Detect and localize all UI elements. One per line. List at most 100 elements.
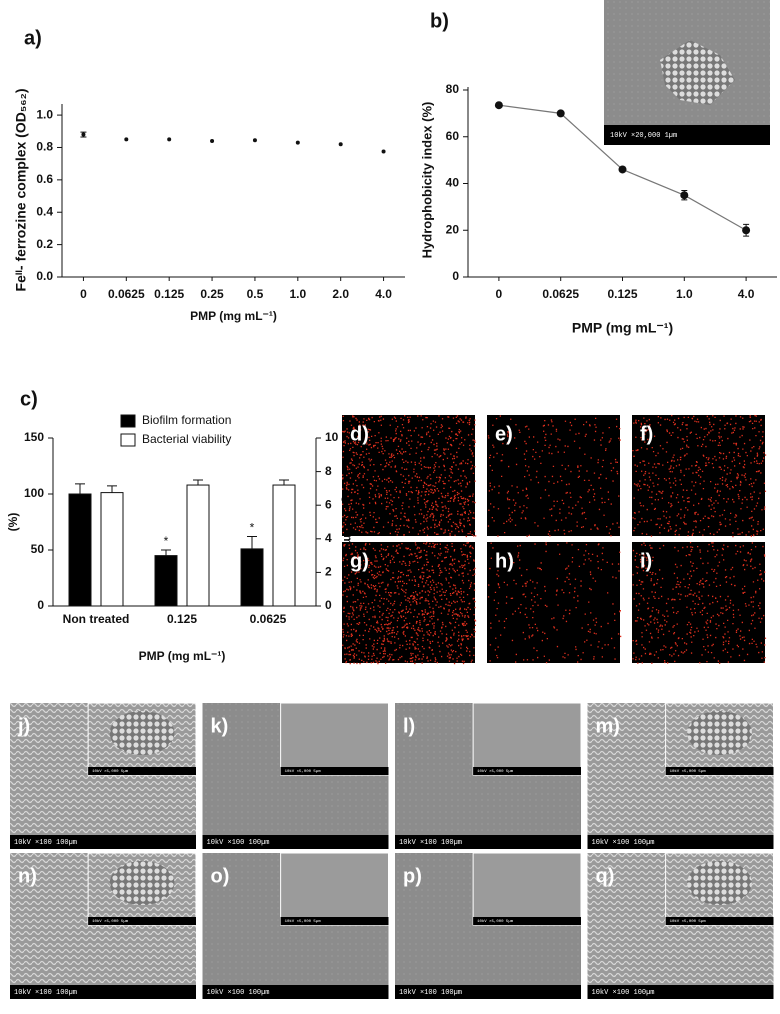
inset-scale-bar xyxy=(280,917,389,925)
scale-bar xyxy=(10,835,196,849)
data-point xyxy=(252,138,257,143)
fluorescence-image xyxy=(487,415,620,536)
panel-label: l) xyxy=(403,715,415,737)
scale-bar xyxy=(604,125,770,145)
panel-label: d) xyxy=(350,423,369,445)
data-point xyxy=(81,132,86,137)
inset-scale-text: 10kV ×5,000 5µm xyxy=(285,919,322,924)
panel-title: a) xyxy=(24,27,42,49)
panel-label: n) xyxy=(18,865,37,887)
panel-label: e) xyxy=(495,423,513,445)
x-tick-label: 0 xyxy=(496,287,503,301)
panel-label: h) xyxy=(495,550,514,572)
scale-bar xyxy=(587,835,774,849)
y-tick-label b: 0.0 xyxy=(36,269,53,283)
red-cells xyxy=(342,542,477,665)
y-tick-label b: 0 xyxy=(37,598,44,612)
panel-label: m) xyxy=(596,715,620,737)
inset-scale-bar xyxy=(280,767,389,775)
panel-label: f) xyxy=(640,423,653,445)
sem-inset xyxy=(280,852,389,926)
x-tick-label: 0.0625 xyxy=(250,612,287,626)
bar xyxy=(154,555,178,607)
inset-scale-bar xyxy=(88,917,196,925)
x-tick-label: 0.125 xyxy=(607,287,637,301)
data-point xyxy=(680,191,689,200)
y-axis-label: Hydrophobicity index (%) xyxy=(419,102,434,259)
inset-scale-text: 10kV ×5,000 5µm xyxy=(92,919,129,924)
bar xyxy=(240,548,264,607)
scale-bar xyxy=(202,985,389,999)
aggregate xyxy=(687,861,752,905)
fluorescence-image xyxy=(632,542,765,663)
scale-text: 10kV ×100 100µm xyxy=(14,989,77,997)
y-tick-label b: 20 xyxy=(446,222,460,236)
panel-label: i) xyxy=(640,550,652,572)
y-tick-label b: 0.2 xyxy=(36,237,53,251)
y-tick-label b: 8 xyxy=(325,464,332,478)
panel-label: k) xyxy=(211,715,229,737)
y-axis-label: Feᴵᴵ- ferrozine complex (OD₅₆₂) xyxy=(13,89,29,292)
particle xyxy=(660,40,735,105)
scale-bar xyxy=(10,985,196,999)
y-tick-label b: 60 xyxy=(446,129,460,143)
panel-label: o) xyxy=(211,865,230,887)
annotation: * xyxy=(250,521,255,535)
x-tick-label: 0 xyxy=(80,287,87,301)
data-point xyxy=(295,140,300,145)
x-tick-label: 0.0625 xyxy=(108,287,145,301)
y-tick-label b: 1.0 xyxy=(36,107,53,121)
data-point xyxy=(124,137,129,142)
data-point xyxy=(742,226,751,235)
error-bar xyxy=(193,479,203,486)
y-tick-label b: 150 xyxy=(24,430,44,444)
data-point xyxy=(556,109,565,118)
panel-label: j) xyxy=(17,715,30,737)
x-tick-label: Non treated xyxy=(63,612,130,626)
bar xyxy=(272,484,296,607)
y-tick-label b: 40 xyxy=(446,176,460,190)
data-point xyxy=(210,139,215,143)
scale-bar xyxy=(395,985,581,999)
y-tick-label b: 0 xyxy=(452,269,459,283)
legend-label: Bacterial viability xyxy=(142,432,231,446)
scale-bar xyxy=(395,835,581,849)
aggregate xyxy=(687,711,752,755)
legend-swatch xyxy=(120,433,136,447)
y-tick-label b: 50 xyxy=(31,542,45,556)
sem-inset xyxy=(472,702,582,776)
error-bar xyxy=(247,536,257,549)
y-tick-label b: 0.4 xyxy=(36,204,53,218)
scale-text: 10kV ×100 100µm xyxy=(399,989,462,997)
y-tick-label b: 0.8 xyxy=(36,140,53,154)
x-tick-label: 0.25 xyxy=(200,287,224,301)
error-bar xyxy=(161,549,171,556)
x-axis-label: PMP (mg mL⁻¹) xyxy=(190,309,277,323)
inset-scale-text: 10kV ×5,000 5µm xyxy=(477,769,514,774)
aggregate xyxy=(109,711,175,755)
sem-inset xyxy=(472,852,582,926)
aggregate xyxy=(109,861,175,905)
x-tick-label: 0.0625 xyxy=(542,287,579,301)
y-tick-label b: 100 xyxy=(24,486,44,500)
y-tick-label b: 0 xyxy=(325,598,332,612)
bar xyxy=(186,484,210,607)
inset-scale-bar xyxy=(88,767,196,775)
legend-label: Biofilm formation xyxy=(142,413,231,427)
x-tick-label: 0.125 xyxy=(167,612,197,626)
bar xyxy=(68,493,92,607)
inset-scale-bar xyxy=(473,917,581,925)
y-tick-label b: 80 xyxy=(446,82,460,96)
scale-text: 10kV ×100 100µm xyxy=(592,839,655,847)
panel-title: c) xyxy=(20,388,38,410)
data-point xyxy=(338,142,343,147)
legend-swatch xyxy=(120,414,136,428)
scale-text: 10kV ×100 100µm xyxy=(399,839,462,847)
y-tick-label b: 6 xyxy=(325,497,332,511)
inset-scale-bar xyxy=(665,917,774,925)
inset-scale-text: 10kV ×5,000 5µm xyxy=(477,919,514,924)
x-axis-label: PMP (mg mL⁻¹) xyxy=(572,320,673,336)
inset-scale-bar xyxy=(665,767,774,775)
data-point xyxy=(494,101,503,110)
